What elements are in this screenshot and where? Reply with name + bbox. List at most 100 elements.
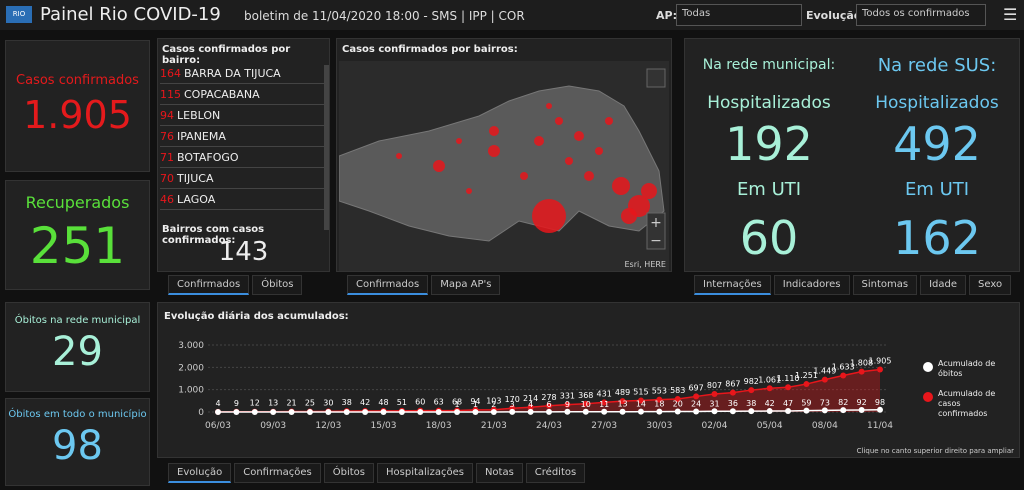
point (601, 399, 608, 406)
tab[interactable]: Internações (694, 275, 771, 295)
metric-value: 192 (725, 117, 813, 171)
x-tick-label: 15/03 (371, 421, 397, 431)
map-bubbles (396, 103, 657, 233)
ap-select[interactable]: Todas (676, 4, 802, 26)
point (674, 395, 681, 402)
title: Painel Rio COVID-19 (40, 4, 221, 25)
data-label: 60 (415, 398, 425, 407)
data-label: 214 (523, 394, 538, 403)
tab-bar: Internações Indicadores Sintomas Idade Sexo (694, 275, 1012, 295)
tab[interactable]: Confirmados (168, 275, 250, 295)
tab[interactable]: Óbitos (323, 463, 374, 483)
data-label: 697 (688, 383, 703, 392)
point (215, 409, 221, 415)
list-item[interactable]: 71 BOTAFOGO (160, 149, 324, 168)
x-tick-label: 30/03 (646, 421, 672, 431)
point (766, 385, 773, 392)
point (821, 376, 828, 383)
data-label: 94 (470, 397, 480, 406)
kpi-label: Óbitos em todo o município (8, 409, 147, 420)
data-label: 278 (541, 393, 556, 402)
point (729, 408, 736, 415)
point (711, 408, 718, 415)
tab[interactable]: Indicadores (773, 275, 850, 295)
tab[interactable]: Confirmados (347, 275, 429, 295)
evolution-select[interactable]: Todos os confirmados (856, 4, 986, 26)
tab[interactable]: Confirmações (234, 463, 321, 483)
zoom-buttons[interactable] (646, 212, 666, 250)
point (858, 368, 865, 375)
point (637, 408, 644, 415)
data-label: 11 (599, 400, 609, 409)
data-label: 9 (565, 400, 570, 409)
metric-value: 60 (739, 211, 799, 265)
kpi-panel: Óbitos na rede municipal 29 (5, 302, 150, 392)
point (527, 408, 534, 415)
neighborhood-name: COPACABANA (184, 88, 260, 101)
point (564, 401, 571, 408)
data-label: 98 (875, 398, 885, 407)
list-item[interactable]: 76 IPANEMA (160, 128, 324, 147)
list-item[interactable]: 46 LAGOA (160, 191, 324, 210)
legend-label: Acumulado de casos confirmados (938, 389, 995, 418)
chart-title: Evolução diária dos acumulados: (164, 310, 349, 322)
point (564, 408, 571, 415)
point (546, 402, 552, 409)
point (343, 409, 350, 415)
tab[interactable]: Sexo (969, 275, 1012, 295)
scrollbar[interactable] (324, 65, 329, 230)
point (656, 408, 663, 415)
data-label: 4 (528, 400, 533, 409)
point (821, 407, 828, 414)
logo: RIO (6, 6, 32, 23)
metric-label: Em UTI (736, 179, 802, 200)
map[interactable]: + − Esri, HERE (339, 61, 669, 271)
point (601, 408, 608, 415)
kpi-value: 251 (29, 217, 126, 275)
data-label: 982 (744, 377, 759, 386)
point (748, 387, 755, 394)
menu-button[interactable]: ☰ (1003, 5, 1018, 24)
tab[interactable]: Hospitalizações (377, 463, 473, 483)
list-item[interactable]: 70 TIJUCA (160, 170, 324, 189)
tab[interactable]: Mapa AP's (431, 275, 501, 295)
point (490, 408, 497, 415)
data-label: 103 (486, 397, 501, 406)
y-tick-label: 1.000 (178, 386, 204, 396)
chart: Evolução diária dos acumulados: Clique n… (164, 310, 1014, 455)
zoom-out[interactable]: − (650, 233, 662, 249)
tab[interactable]: Evolução (168, 463, 232, 483)
area (218, 369, 880, 412)
tab[interactable]: Idade (920, 275, 967, 295)
point (693, 408, 700, 415)
x-tick-label: 08/04 (812, 421, 838, 431)
list-item[interactable]: 94 LEBLON (160, 107, 324, 126)
list-item[interactable]: 115 COPACABANA (160, 86, 324, 105)
home-button[interactable] (646, 68, 666, 88)
kpi-label: Casos confirmados (16, 73, 139, 88)
point (785, 384, 792, 391)
metric-label: Hospitalizados (707, 93, 831, 113)
tab[interactable]: Créditos (525, 463, 586, 483)
tab[interactable]: Notas (475, 463, 523, 483)
total-label: Bairros com casos confirmados: (162, 224, 265, 246)
data-label: 68 (452, 397, 462, 406)
point (840, 372, 847, 379)
x-tick-label: 11/04 (867, 421, 893, 431)
list-item[interactable]: 164 BARRA DA TIJUCA (160, 65, 324, 84)
tab-bar: Confirmados Óbitos (168, 275, 303, 295)
data-label: 12 (250, 399, 260, 408)
data-label: 1.808 (850, 359, 873, 368)
data-label: 170 (505, 395, 520, 404)
x-tick-label: 12/03 (315, 421, 341, 431)
zoom-in[interactable]: + (650, 215, 662, 231)
data-label: 6 (546, 400, 551, 409)
data-label: 1 (455, 400, 460, 409)
point (435, 409, 442, 415)
data-label: 331 (560, 392, 575, 401)
case-count: 76 (160, 130, 174, 143)
tab[interactable]: Sintomas (852, 275, 918, 295)
point (748, 408, 755, 415)
point (546, 408, 552, 415)
tab[interactable]: Óbitos (252, 275, 303, 295)
